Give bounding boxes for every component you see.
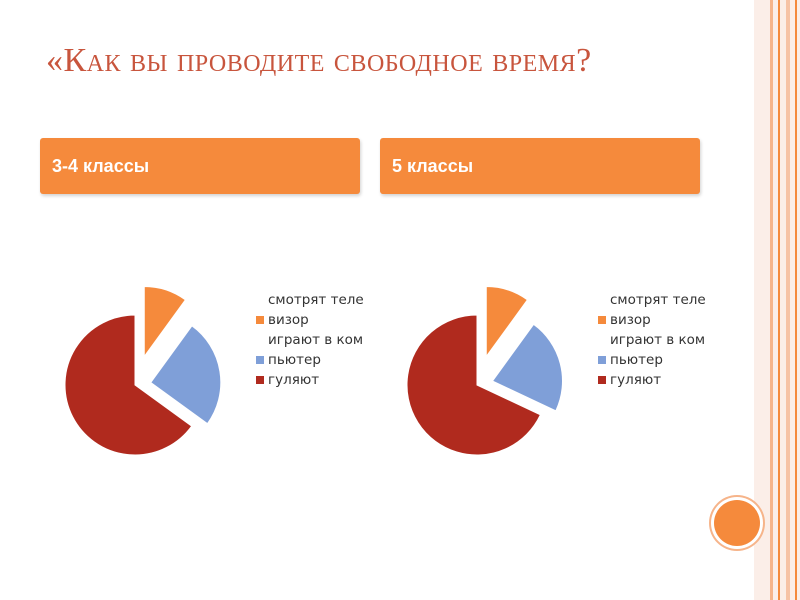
legend-label: гуляют — [610, 372, 662, 388]
legend-label: смотрят телевизор — [610, 292, 706, 328]
header-grades-3-4: 3-4 классы — [40, 138, 360, 194]
pie-chart-grades-3-4 — [64, 285, 222, 456]
legend-swatch — [256, 376, 264, 384]
slice-walk — [64, 314, 193, 456]
legend-item-tv: смотрят телевизор — [256, 290, 368, 330]
legend-swatch — [598, 376, 606, 384]
header-label: 5 классы — [392, 155, 474, 176]
legend-item-computer: играют в компьютер — [256, 330, 368, 370]
header-grades-5: 5 классы — [380, 138, 700, 194]
decorative-circle — [714, 500, 760, 546]
legend-item-walk: гуляют — [256, 370, 368, 390]
slice-tv — [143, 285, 187, 359]
slice-tv — [485, 285, 529, 359]
legend-grades-5: смотрят телевизор играют в компьютер гуляю… — [598, 290, 710, 390]
slide-title: «Как вы проводите свободное время? — [46, 42, 592, 79]
slice-computer — [491, 323, 563, 412]
pie-chart-grades-5 — [406, 285, 563, 456]
slice-walk — [406, 314, 542, 456]
legend-swatch — [598, 356, 606, 364]
slice-computer — [150, 325, 222, 425]
legend-swatch — [598, 316, 606, 324]
legend-label: гуляют — [268, 372, 320, 388]
decorative-side-rail — [754, 0, 800, 600]
legend-label: играют в компьютер — [610, 332, 706, 368]
legend-label: смотрят телевизор — [268, 292, 364, 328]
legend-label: играют в компьютер — [268, 332, 364, 368]
legend-item-computer: играют в компьютер — [598, 330, 710, 370]
legend-item-tv: смотрят телевизор — [598, 290, 710, 330]
legend-swatch — [256, 356, 264, 364]
legend-item-walk: гуляют — [598, 370, 710, 390]
legend-grades-3-4: смотрят телевизор играют в компьютер гуляю… — [256, 290, 368, 390]
legend-swatch — [256, 316, 264, 324]
header-label: 3-4 классы — [52, 155, 150, 176]
